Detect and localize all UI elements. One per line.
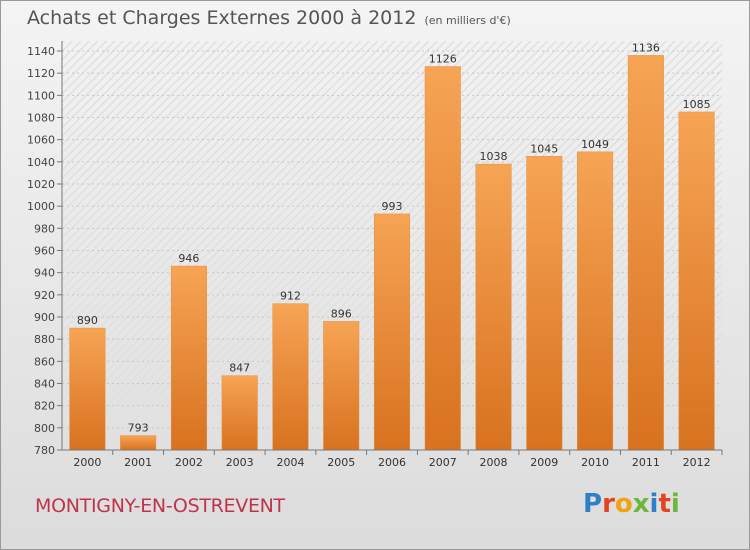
data-label: 896 bbox=[331, 307, 352, 320]
logo-letter: x bbox=[632, 489, 650, 519]
y-tick-label: 1080 bbox=[27, 112, 55, 125]
y-tick-label: 940 bbox=[34, 267, 55, 280]
y-tick-label: 960 bbox=[34, 245, 55, 258]
x-tick-label: 2008 bbox=[480, 456, 508, 469]
bars: 890 793 946 847 912 896 993 1126 1038 1045 1049 113… bbox=[69, 41, 715, 451]
bar-2000 bbox=[69, 327, 106, 451]
bar-2008 bbox=[475, 163, 512, 451]
data-label: 1049 bbox=[581, 138, 609, 151]
x-tick-label: 2000 bbox=[73, 456, 101, 469]
bar-2006 bbox=[373, 213, 411, 451]
x-tick-label: 2002 bbox=[175, 456, 203, 469]
logo-letter: r bbox=[602, 489, 615, 519]
commune-name: MONTIGNY-EN-OSTREVENT bbox=[35, 495, 285, 517]
y-tick-label: 820 bbox=[34, 400, 55, 413]
x-tick-label: 2012 bbox=[683, 456, 711, 469]
logo-letter: i bbox=[670, 489, 680, 519]
y-tick-label: 800 bbox=[34, 422, 55, 435]
bar-2003 bbox=[221, 375, 258, 451]
x-tick-label: 2009 bbox=[530, 456, 558, 469]
proxiti-logo: Proxiti bbox=[583, 489, 680, 519]
bar-2005 bbox=[323, 321, 360, 451]
bar-2012 bbox=[678, 111, 715, 451]
data-label: 793 bbox=[128, 422, 149, 435]
logo-letter: i bbox=[649, 489, 659, 519]
x-tick-label: 2010 bbox=[581, 456, 609, 469]
y-tick-label: 860 bbox=[34, 355, 55, 368]
y-tick-label: 920 bbox=[34, 289, 55, 302]
x-tick-label: 2005 bbox=[327, 456, 355, 469]
bar-2011 bbox=[627, 55, 664, 451]
y-tick-label: 780 bbox=[34, 444, 55, 457]
y-tick-label: 900 bbox=[34, 311, 55, 324]
data-label: 1045 bbox=[530, 142, 558, 155]
bar-2009 bbox=[526, 156, 563, 451]
data-label: 1126 bbox=[429, 53, 457, 66]
y-tick-label: 1000 bbox=[27, 200, 55, 213]
data-label: 1085 bbox=[683, 98, 711, 111]
logo-letter: t bbox=[658, 489, 671, 519]
y-tick-label: 980 bbox=[34, 222, 55, 235]
chart-title: Achats et Charges Externes 2000 à 2012 (e… bbox=[27, 7, 511, 29]
y-tick-label: 1040 bbox=[27, 156, 55, 169]
y-tick-label: 1100 bbox=[27, 89, 55, 102]
bar-2001 bbox=[120, 435, 157, 451]
x-tick-label: 2003 bbox=[226, 456, 254, 469]
bar-2010 bbox=[577, 151, 614, 451]
bar-2004 bbox=[272, 303, 309, 451]
bar-2007 bbox=[424, 66, 461, 451]
y-tick-label: 880 bbox=[34, 333, 55, 346]
logo-letter: P bbox=[583, 489, 603, 519]
x-tick-label: 2001 bbox=[124, 456, 152, 469]
y-tick-label: 1020 bbox=[27, 178, 55, 191]
data-label: 912 bbox=[280, 290, 301, 303]
bar-2002 bbox=[170, 265, 207, 451]
data-label: 890 bbox=[77, 314, 98, 327]
chart-subtitle: (en milliers d'€) bbox=[424, 14, 511, 27]
data-label: 1038 bbox=[480, 150, 508, 163]
y-tick-label: 840 bbox=[34, 378, 55, 391]
y-tick-label: 1120 bbox=[27, 67, 55, 80]
data-label: 946 bbox=[178, 252, 199, 265]
y-tick-label: 1060 bbox=[27, 134, 55, 147]
y-tick-label: 1140 bbox=[27, 45, 55, 58]
data-label: 993 bbox=[382, 200, 403, 213]
data-label: 847 bbox=[229, 362, 250, 375]
x-tick-label: 2007 bbox=[429, 456, 457, 469]
chart-title-text: Achats et Charges Externes 2000 à 2012 bbox=[27, 7, 417, 29]
axes: 780 800 820 840 860 880 900 920 940 960 980 1000 102… bbox=[27, 41, 723, 469]
x-tick-label: 2011 bbox=[632, 456, 660, 469]
data-label: 1136 bbox=[632, 41, 660, 54]
logo-letter: o bbox=[614, 489, 633, 519]
x-tick-label: 2004 bbox=[276, 456, 304, 469]
x-tick-label: 2006 bbox=[378, 456, 406, 469]
